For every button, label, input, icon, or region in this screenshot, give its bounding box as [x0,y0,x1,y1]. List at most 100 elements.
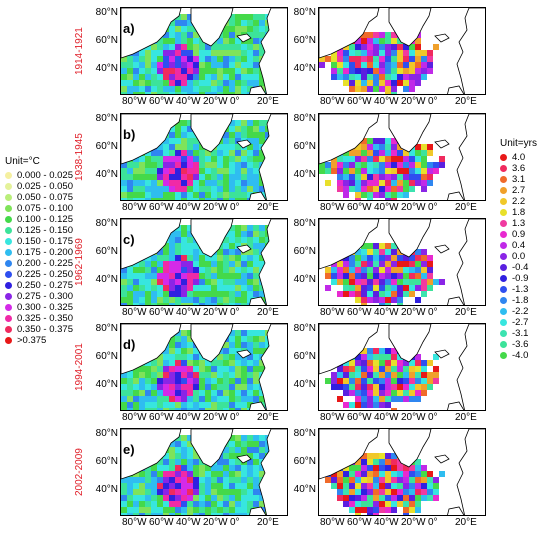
legend-item: -2.7 [500,317,537,328]
land-outline [121,324,182,375]
legend-swatch [500,154,507,161]
grid-cell [139,86,145,92]
legend-item: 1.3 [500,218,537,229]
grid-cell [229,174,235,180]
legend-swatch [5,227,12,234]
grid-cell [169,453,175,459]
grid-cell [193,86,199,92]
grid-cell [355,50,361,56]
grid-cell [259,156,265,162]
grid-cell [181,86,187,92]
grid-cell [133,74,139,80]
grid-cell [205,291,211,297]
grid-cell [253,378,259,384]
grid-cell [385,243,391,249]
grid-cell [343,279,349,285]
grid-cell [133,168,139,174]
grid-cell [235,507,241,513]
grid-cell [397,303,403,305]
grid-cell [187,501,193,507]
grid-cell [361,138,367,144]
grid-cell [355,255,361,261]
lon-label: 0° [428,96,438,107]
land-outline [258,324,287,410]
grid-cell [253,279,259,285]
grid-cell [241,396,247,402]
grid-cell [235,186,241,192]
legend-item: 0.125 - 0.150 [5,225,73,236]
grid-cell [253,138,259,144]
grid-cell [373,297,379,303]
grid-cell [397,390,403,396]
grid-cell [121,86,127,92]
grid-cell [373,249,379,255]
grid-cell [169,501,175,507]
grid-cell [193,396,199,402]
grid-cell [337,180,343,186]
grid-cell [175,162,181,168]
grid-cell [253,132,259,138]
grid-cell [217,507,223,513]
grid-cell [385,144,391,150]
legend-swatch [5,238,12,245]
grid-cell [187,74,193,80]
grid-cell [217,372,223,378]
grid-cell [391,378,397,384]
grid-cell [403,279,409,285]
grid-cell [427,483,433,489]
grid-cell [385,489,391,495]
grid-cell [133,68,139,74]
grid-cell [187,261,193,267]
grid-cell [385,384,391,390]
grid-cell [367,279,373,285]
land-outline [434,139,450,149]
grid-cell [235,20,241,26]
legend-item: -3.6 [500,339,537,350]
grid-cell [433,354,439,360]
grid-cell [247,465,253,471]
grid-cell [133,477,139,483]
grid-cell [247,20,253,26]
grid-cell [427,267,433,273]
grid-cell [151,186,157,192]
grid-cell [181,513,187,515]
grid-cell [379,507,385,513]
grid-cell [151,198,157,200]
grid-cell [241,390,247,396]
grid-cell [223,465,229,471]
grid-cell [187,249,193,255]
grid-cell [367,291,373,297]
grid-cell [223,68,229,74]
grid-cell [163,285,169,291]
grid-cell [217,192,223,198]
grid-cell [349,495,355,501]
grid-cell [415,44,421,50]
grid-cell [349,465,355,471]
grid-cell [163,402,169,408]
lon-label: 0° [428,307,438,318]
grid-cell [253,483,259,489]
grid-cell [247,495,253,501]
grid-cell [235,402,241,408]
grid-cell [187,20,193,26]
grid-cell [379,138,385,144]
grid-cell [349,80,355,86]
grid-cell [187,513,193,515]
grid-cell [361,366,367,372]
grid-cell [181,126,187,132]
grid-cell [223,354,229,360]
grid-cell [151,465,157,471]
grid-cell [145,168,151,174]
grid-cell [247,447,253,453]
grid-cell [121,477,127,483]
grid-cell [391,495,397,501]
grid-cell [391,174,397,180]
grid-cell [349,267,355,273]
grid-cell [193,390,199,396]
legend-label: -2.7 [512,317,529,328]
grid-cell [139,186,145,192]
grid-cell [139,378,145,384]
grid-cell [259,261,265,267]
grid-cell [163,348,169,354]
grid-cell [355,279,361,285]
